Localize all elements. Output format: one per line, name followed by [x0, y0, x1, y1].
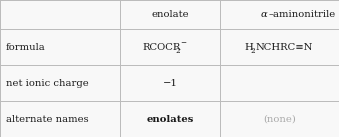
Text: −: −: [180, 39, 186, 47]
Text: enolates: enolates: [147, 115, 194, 124]
Text: 2: 2: [251, 48, 256, 55]
Text: alternate names: alternate names: [6, 115, 89, 124]
Text: NCHRC≡N: NCHRC≡N: [256, 43, 313, 52]
Text: enolate: enolate: [152, 10, 189, 19]
Text: H: H: [244, 43, 253, 52]
Text: net ionic charge: net ionic charge: [6, 79, 89, 88]
Text: α: α: [261, 10, 268, 19]
Text: 2: 2: [176, 48, 180, 55]
Text: RCOCR: RCOCR: [142, 43, 181, 52]
Text: −1: −1: [163, 79, 178, 88]
Text: –aminonitrile: –aminonitrile: [268, 10, 336, 19]
Text: formula: formula: [6, 43, 46, 52]
Text: (none): (none): [263, 115, 296, 124]
